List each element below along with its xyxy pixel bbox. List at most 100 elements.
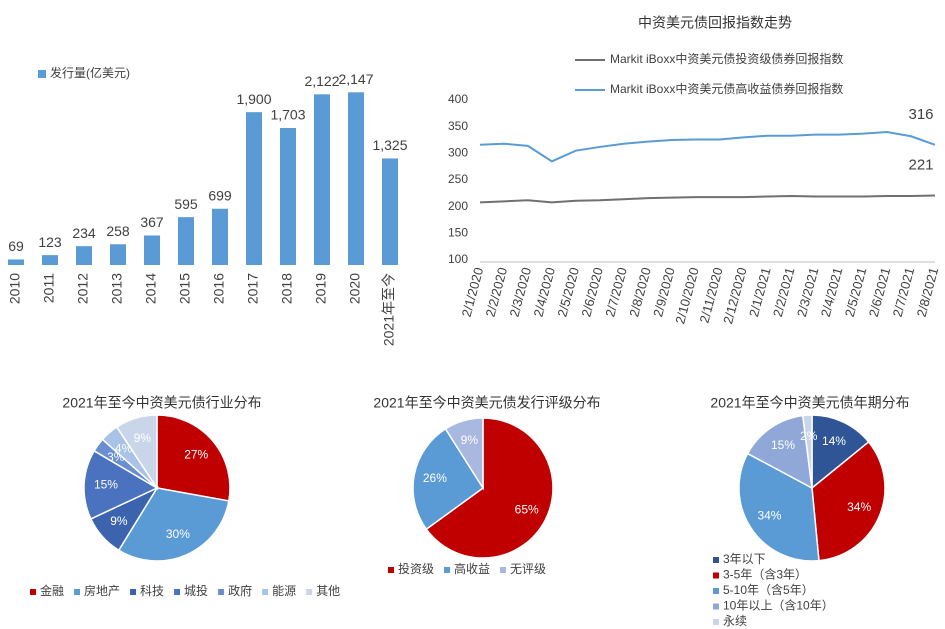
legend-label: 5-10年（含5年） bbox=[723, 582, 814, 597]
data-label: 2% bbox=[800, 429, 818, 443]
pie-slice bbox=[738, 452, 820, 562]
x-tick-label: 2010 bbox=[7, 273, 23, 304]
x-tick-label: 2015 bbox=[177, 273, 193, 304]
data-label: 34% bbox=[847, 500, 871, 514]
data-label: 221 bbox=[908, 156, 933, 173]
x-tick-label: 2019 bbox=[313, 273, 329, 304]
series-line bbox=[479, 130, 936, 163]
data-label: 15% bbox=[771, 438, 795, 452]
legend-swatch bbox=[38, 70, 46, 78]
x-tick-label: 2/8/2021 bbox=[914, 266, 942, 319]
bar bbox=[246, 112, 262, 265]
bar bbox=[8, 259, 24, 265]
data-label: 15% bbox=[94, 478, 118, 492]
pie-slice bbox=[746, 414, 813, 490]
legend-swatch bbox=[218, 589, 225, 595]
x-tick-label: 2/8/2020 bbox=[626, 266, 654, 319]
data-label: 234 bbox=[72, 225, 96, 241]
data-label: 27% bbox=[184, 447, 208, 461]
y-tick-label: 300 bbox=[448, 146, 468, 160]
legend-label: 10年以上（含10年） bbox=[723, 598, 834, 613]
data-label: 69 bbox=[8, 238, 24, 254]
data-label: 123 bbox=[38, 234, 62, 250]
x-tick-label: 2/5/2021 bbox=[842, 266, 870, 319]
pie-slice bbox=[444, 417, 484, 491]
pie-slice bbox=[801, 414, 813, 489]
bar bbox=[76, 246, 92, 265]
data-label: 65% bbox=[515, 502, 539, 516]
data-label: 367 bbox=[140, 214, 164, 230]
x-tick-label: 2/2/2021 bbox=[770, 266, 798, 319]
data-label: 34% bbox=[757, 508, 781, 522]
x-tick-label: 2018 bbox=[279, 273, 295, 304]
pie-slice bbox=[811, 440, 886, 562]
legend-swatch bbox=[30, 589, 36, 595]
legend-swatch bbox=[444, 567, 451, 573]
x-tick-label: 2/3/2020 bbox=[507, 266, 535, 319]
chart-title: 2021年至今中资美元债年期分布 bbox=[710, 395, 909, 411]
legend-label: 其他 bbox=[316, 584, 340, 598]
data-label: 699 bbox=[208, 187, 232, 203]
x-tick-label: 2/12/2020 bbox=[720, 266, 749, 326]
x-tick-label: 2017 bbox=[245, 273, 261, 304]
pie-slice bbox=[412, 427, 485, 531]
legend-label: 发行量(亿美元) bbox=[50, 65, 130, 80]
x-tick-label: 2/5/2020 bbox=[554, 266, 582, 319]
pie-slice bbox=[115, 414, 158, 491]
x-tick-label: 2020 bbox=[347, 273, 363, 304]
x-tick-label: 2/1/2021 bbox=[746, 266, 774, 319]
legend-label: 城投 bbox=[184, 583, 208, 598]
data-label: 1,703 bbox=[270, 107, 305, 123]
x-tick-label: 2/6/2021 bbox=[866, 266, 894, 319]
legend-swatch bbox=[388, 567, 394, 573]
pie-slice bbox=[425, 417, 554, 559]
data-label: 2,147 bbox=[338, 71, 373, 87]
y-tick-label: 150 bbox=[448, 226, 468, 240]
pie-slice bbox=[83, 449, 159, 520]
x-tick-label: 2014 bbox=[143, 273, 159, 304]
legend-label: 3-5年（含3年） bbox=[723, 567, 807, 582]
x-tick-label: 2011 bbox=[41, 273, 57, 303]
legend-label: 政府 bbox=[228, 583, 252, 598]
x-tick-label: 2021年至今 bbox=[381, 273, 397, 346]
x-tick-label: 2/7/2021 bbox=[890, 266, 918, 319]
bar bbox=[314, 94, 330, 266]
data-label: 1,325 bbox=[372, 137, 407, 153]
legend-label: Markit iBoxx中资美元债投资级债券回报指数 bbox=[610, 51, 843, 66]
bar bbox=[110, 244, 126, 265]
legend-swatch bbox=[130, 589, 137, 595]
data-label: 9% bbox=[461, 433, 479, 447]
bar bbox=[42, 255, 58, 265]
legend-swatch bbox=[174, 589, 181, 595]
legend-label: 科技 bbox=[140, 584, 164, 598]
legend-label: 房地产 bbox=[84, 583, 120, 598]
data-label: 316 bbox=[908, 106, 933, 123]
legend-label: Markit iBoxx中资美元债高收益债券回报指数 bbox=[610, 81, 843, 96]
legend-label: 能源 bbox=[272, 584, 296, 598]
legend-label: 无评级 bbox=[510, 562, 546, 576]
bar bbox=[178, 217, 194, 265]
data-label: 30% bbox=[166, 527, 190, 541]
legend-label: 金融 bbox=[40, 583, 64, 598]
chart-title: 中资美元债回报指数走势 bbox=[638, 15, 792, 31]
y-tick-label: 350 bbox=[448, 119, 468, 133]
bar bbox=[280, 128, 296, 265]
data-label: 9% bbox=[110, 514, 128, 528]
legend-swatch bbox=[262, 589, 269, 595]
series-line bbox=[479, 194, 936, 204]
legend-swatch bbox=[713, 557, 719, 563]
x-tick-label: 2/4/2021 bbox=[818, 266, 846, 319]
data-label: 595 bbox=[174, 196, 198, 212]
data-label: 26% bbox=[423, 471, 447, 485]
x-tick-label: 2/2/2020 bbox=[483, 266, 511, 319]
data-label: 14% bbox=[822, 434, 846, 448]
x-tick-label: 2/1/2020 bbox=[459, 266, 487, 319]
x-tick-label: 2/3/2021 bbox=[794, 266, 822, 319]
legend-swatch bbox=[713, 588, 719, 594]
bar bbox=[212, 208, 228, 265]
x-tick-label: 2016 bbox=[211, 273, 227, 304]
x-tick-label: 2/9/2020 bbox=[650, 266, 678, 319]
x-tick-label: 2/7/2020 bbox=[602, 266, 630, 319]
pie-slice bbox=[156, 414, 231, 502]
